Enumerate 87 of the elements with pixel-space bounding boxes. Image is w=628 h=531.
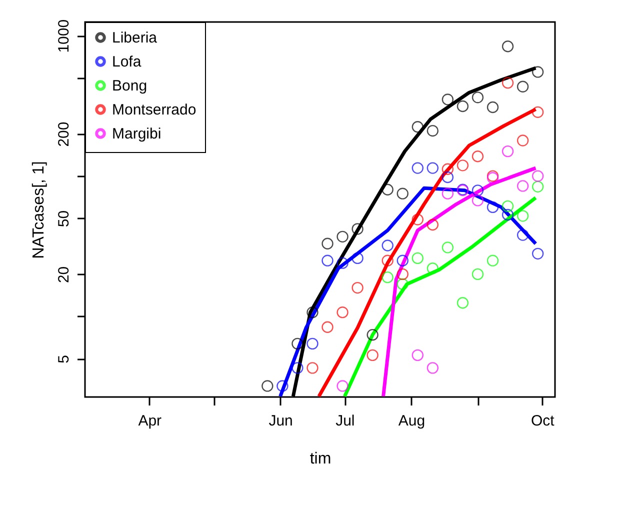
point <box>472 150 484 162</box>
point <box>262 380 274 392</box>
point <box>412 349 424 362</box>
point <box>382 271 394 284</box>
point <box>306 362 318 374</box>
point <box>472 184 484 196</box>
y-tick-label: 50 <box>56 210 72 228</box>
point <box>456 100 469 112</box>
point <box>276 380 288 392</box>
point <box>532 66 544 78</box>
point <box>366 328 378 341</box>
point <box>292 362 304 374</box>
point <box>442 163 454 175</box>
y-tick-label: 1000 <box>56 19 72 53</box>
point <box>426 262 439 274</box>
point <box>516 210 529 222</box>
point <box>412 121 424 133</box>
point <box>426 362 439 374</box>
legend-label: Bong <box>112 78 148 94</box>
legend-label: Lofa <box>112 54 142 70</box>
point <box>412 162 424 174</box>
point <box>456 160 469 172</box>
y-axis-title: NATcases[, 1] <box>30 161 48 259</box>
point <box>292 338 304 350</box>
point <box>502 208 514 221</box>
point <box>382 184 394 196</box>
legend-label: Liberia <box>112 30 158 46</box>
point <box>352 223 364 235</box>
legend-label: Margibi <box>112 126 162 142</box>
y-tick-label: 5 <box>56 355 72 364</box>
point <box>532 180 544 193</box>
x-tick-label: Jul <box>336 412 355 430</box>
point <box>426 162 439 174</box>
point <box>426 218 439 231</box>
point <box>442 188 454 200</box>
point <box>502 77 514 89</box>
point <box>352 252 364 264</box>
point <box>396 254 408 266</box>
point <box>336 306 348 318</box>
point <box>412 252 424 264</box>
point <box>396 268 408 280</box>
point <box>442 242 454 254</box>
point <box>442 94 454 106</box>
point <box>532 106 544 118</box>
line-series <box>342 196 538 397</box>
x-axis-title: tim <box>310 450 332 468</box>
point <box>532 248 544 260</box>
y-tick-label: 200 <box>56 122 72 147</box>
point <box>516 229 529 241</box>
point <box>442 171 454 184</box>
point <box>336 380 348 392</box>
x-tick-label: Aug <box>398 412 426 430</box>
point <box>322 321 334 333</box>
point <box>532 170 544 182</box>
point <box>472 194 484 206</box>
x-tick-label: Apr <box>138 412 162 430</box>
point <box>486 201 499 214</box>
point <box>382 240 394 252</box>
point <box>502 145 514 158</box>
point <box>502 200 514 212</box>
point <box>516 180 529 192</box>
point <box>486 254 499 266</box>
point <box>426 124 439 137</box>
point <box>486 101 499 114</box>
point <box>366 349 378 362</box>
point <box>336 230 348 243</box>
point <box>382 254 394 266</box>
point <box>456 297 469 309</box>
y-tick-label: 20 <box>56 266 72 284</box>
point <box>516 134 529 146</box>
legend-label: Montserrado <box>112 102 196 118</box>
point <box>412 214 424 226</box>
point <box>306 306 318 318</box>
point <box>352 282 364 294</box>
point <box>396 278 408 290</box>
line-series <box>278 186 538 397</box>
point <box>516 80 529 92</box>
point <box>336 257 348 269</box>
point <box>322 254 334 266</box>
point <box>472 268 484 280</box>
point <box>396 188 408 200</box>
point <box>472 92 484 104</box>
x-tick-label: Oct <box>530 412 556 430</box>
point <box>502 40 514 52</box>
point <box>306 338 318 350</box>
x-tick-label: Jun <box>268 412 293 430</box>
point <box>322 238 334 250</box>
